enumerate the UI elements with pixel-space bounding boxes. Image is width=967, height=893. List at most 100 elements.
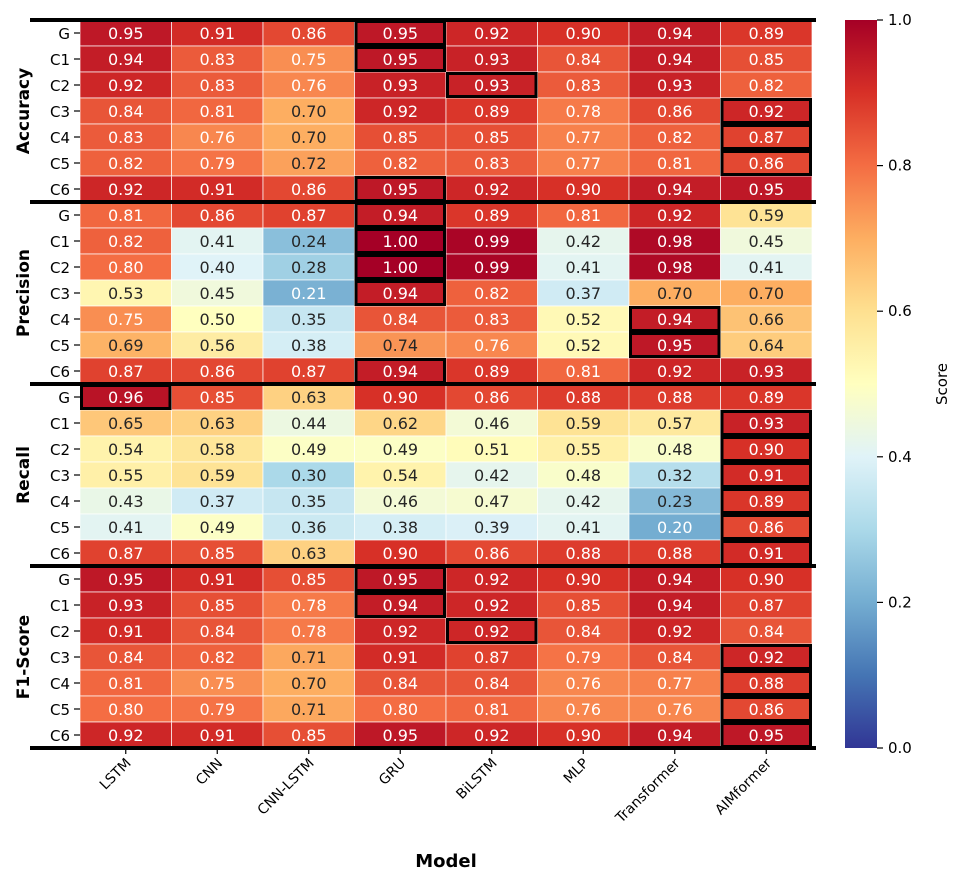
y-tick-label: C1 bbox=[50, 597, 70, 615]
cell-value-label: 0.87 bbox=[748, 596, 784, 615]
heatmap-cell bbox=[720, 617, 813, 645]
cell-value-label: 0.90 bbox=[748, 570, 784, 589]
heatmap-cell bbox=[445, 97, 538, 125]
heatmap-cell bbox=[79, 175, 172, 203]
heatmap-cell bbox=[445, 175, 538, 203]
heatmap-cell bbox=[720, 643, 813, 671]
heatmap-cell bbox=[445, 19, 538, 47]
max-value-highlight-box bbox=[446, 618, 538, 644]
heatmap-cell bbox=[262, 201, 355, 229]
cell-value-label: 0.87 bbox=[108, 544, 144, 563]
heatmap-cell bbox=[720, 695, 813, 723]
y-tick-label: C4 bbox=[50, 311, 70, 329]
cell-value-label: 0.55 bbox=[565, 440, 601, 459]
y-tick-label: C5 bbox=[50, 519, 70, 537]
heatmap-cell bbox=[537, 617, 630, 645]
heatmap-cell bbox=[354, 721, 447, 749]
heatmap-cell bbox=[628, 435, 721, 463]
cell-value-label: 0.76 bbox=[565, 674, 601, 693]
colorbar-label: Score bbox=[933, 363, 951, 405]
heatmap-cell bbox=[445, 617, 538, 645]
max-value-highlight-box bbox=[720, 150, 812, 176]
x-tick-label: CNN bbox=[193, 756, 226, 789]
heatmap-cell bbox=[628, 669, 721, 697]
cell-value-label: 0.56 bbox=[199, 336, 235, 355]
cell-value-label: 0.80 bbox=[108, 700, 144, 719]
cell-value-label: 0.94 bbox=[108, 50, 144, 69]
y-tick-label: C1 bbox=[50, 233, 70, 251]
cell-value-label: 0.86 bbox=[748, 154, 784, 173]
cell-value-label: 0.89 bbox=[748, 492, 784, 511]
cell-value-label: 0.92 bbox=[474, 726, 510, 745]
colorbar-tick-label: 0.4 bbox=[888, 448, 912, 466]
heatmap-cell bbox=[354, 669, 447, 697]
heatmap-cell bbox=[354, 149, 447, 177]
cell-value-label: 0.93 bbox=[748, 362, 784, 381]
cell-value-label: 0.92 bbox=[657, 206, 693, 225]
max-value-highlight-box bbox=[720, 462, 812, 488]
colorbar-gradient bbox=[845, 20, 877, 748]
y-tick-label: C6 bbox=[50, 363, 70, 381]
cell-value-label: 0.81 bbox=[474, 700, 510, 719]
cell-value-label: 0.46 bbox=[474, 414, 510, 433]
cell-value-label: 0.80 bbox=[382, 700, 418, 719]
heatmap-cell bbox=[79, 149, 172, 177]
cell-value-label: 0.92 bbox=[657, 362, 693, 381]
heatmap-cell bbox=[354, 305, 447, 333]
cell-value-label: 0.86 bbox=[748, 518, 784, 537]
cell-value-label: 0.39 bbox=[474, 518, 510, 537]
cell-value-label: 0.35 bbox=[291, 310, 327, 329]
cell-value-label: 0.94 bbox=[657, 180, 693, 199]
y-tick-label: C5 bbox=[50, 337, 70, 355]
cell-value-label: 0.36 bbox=[291, 518, 327, 537]
cell-value-label: 0.93 bbox=[474, 50, 510, 69]
cell-value-label: 0.91 bbox=[382, 648, 418, 667]
heatmap-cell bbox=[720, 175, 813, 203]
heatmap-cell bbox=[628, 565, 721, 593]
cell-value-label: 0.90 bbox=[748, 440, 784, 459]
heatmap-cell bbox=[354, 409, 447, 437]
cell-value-label: 0.86 bbox=[474, 544, 510, 563]
cell-value-label: 0.88 bbox=[565, 388, 601, 407]
cell-value-label: 0.84 bbox=[108, 648, 144, 667]
heatmap-cell bbox=[354, 591, 447, 619]
cell-value-label: 0.90 bbox=[382, 544, 418, 563]
cell-value-label: 0.40 bbox=[199, 258, 235, 277]
cell-value-label: 0.57 bbox=[657, 414, 693, 433]
max-value-highlight-box bbox=[720, 696, 812, 722]
cell-value-label: 0.62 bbox=[382, 414, 418, 433]
max-value-highlight-box bbox=[354, 46, 446, 72]
heatmap-cell bbox=[171, 149, 264, 177]
heatmap-cell bbox=[354, 227, 447, 255]
heatmap-cell bbox=[445, 305, 538, 333]
heatmap-cell bbox=[262, 617, 355, 645]
cell-value-label: 0.76 bbox=[565, 700, 601, 719]
cell-value-label: 0.48 bbox=[657, 440, 693, 459]
cell-value-label: 0.66 bbox=[748, 310, 784, 329]
heatmap-cell bbox=[262, 71, 355, 99]
cell-value-label: 0.94 bbox=[382, 284, 418, 303]
cell-value-label: 0.86 bbox=[199, 362, 235, 381]
group-label: F1-Score bbox=[14, 615, 34, 699]
cell-value-label: 0.86 bbox=[474, 388, 510, 407]
cell-value-label: 0.83 bbox=[199, 76, 235, 95]
heatmap-cell bbox=[628, 487, 721, 515]
cell-value-label: 0.49 bbox=[382, 440, 418, 459]
cell-value-label: 0.83 bbox=[474, 310, 510, 329]
heatmap-cell bbox=[171, 435, 264, 463]
cell-value-label: 0.92 bbox=[108, 726, 144, 745]
heatmap-cell bbox=[445, 279, 538, 307]
cell-value-label: 0.85 bbox=[199, 544, 235, 563]
cell-value-label: 0.38 bbox=[382, 518, 418, 537]
heatmap-cell bbox=[79, 71, 172, 99]
cell-value-label: 0.88 bbox=[748, 674, 784, 693]
cell-value-label: 0.76 bbox=[657, 700, 693, 719]
cell-value-label: 0.98 bbox=[657, 232, 693, 251]
heatmap-cell bbox=[171, 721, 264, 749]
heatmap-cell bbox=[720, 669, 813, 697]
cell-value-label: 0.53 bbox=[108, 284, 144, 303]
cell-value-label: 0.81 bbox=[108, 206, 144, 225]
cell-value-label: 0.88 bbox=[657, 544, 693, 563]
cell-value-label: 0.93 bbox=[108, 596, 144, 615]
cell-value-label: 1.00 bbox=[382, 232, 418, 251]
